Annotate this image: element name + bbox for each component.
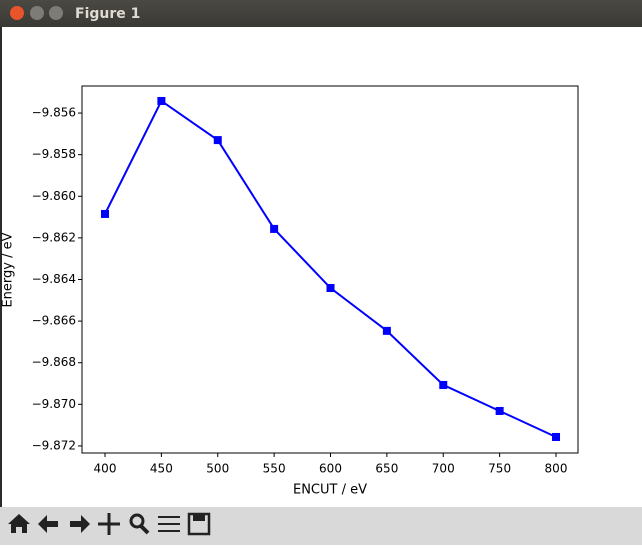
data-marker [270,224,279,233]
data-marker [101,209,110,218]
x-tick-label: 650 [375,462,398,476]
close-button[interactable] [10,6,24,20]
y-tick-label: −9.868 [32,355,76,369]
data-marker [157,96,166,105]
y-tick-label: −9.860 [32,189,76,203]
y-tick-label: −9.872 [32,438,76,452]
y-tick-label: −9.864 [32,272,76,286]
y-tick-label: −9.856 [32,106,76,120]
x-tick-label: 700 [432,462,455,476]
plot-area [81,85,579,454]
x-tick-label: 800 [545,462,568,476]
back-button[interactable] [38,515,58,533]
title-bar [0,0,642,27]
home-button[interactable] [8,514,30,533]
maximize-button[interactable] [49,6,63,20]
window-title: Figure 1 [75,6,140,22]
window-edge [0,27,2,545]
data-marker [495,406,504,415]
data-marker [213,136,222,145]
data-marker [326,284,335,293]
x-tick-label: 400 [94,462,117,476]
x-tick-label: 550 [263,462,286,476]
y-tick-label: −9.870 [32,397,76,411]
y-tick-label: −9.862 [32,230,76,244]
minimize-button[interactable] [30,6,44,20]
pan-button[interactable] [98,513,120,535]
y-axis-label: Energy / eV [1,232,16,307]
data-marker [552,432,561,441]
x-tick-label: 750 [488,462,511,476]
zoom-button[interactable] [129,513,145,529]
data-marker [439,380,448,389]
x-tick-label: 450 [150,462,173,476]
configure-button[interactable] [158,516,180,532]
x-tick-label: 500 [206,462,229,476]
toolbar [0,507,642,545]
y-tick-label: −9.858 [32,147,76,161]
x-axis-label: ENCUT / eV [293,483,367,498]
forward-button[interactable] [70,515,90,533]
y-tick-label: −9.866 [32,314,76,328]
data-marker [382,326,391,335]
toolbar-icons [8,512,211,536]
x-tick-label: 600 [319,462,342,476]
